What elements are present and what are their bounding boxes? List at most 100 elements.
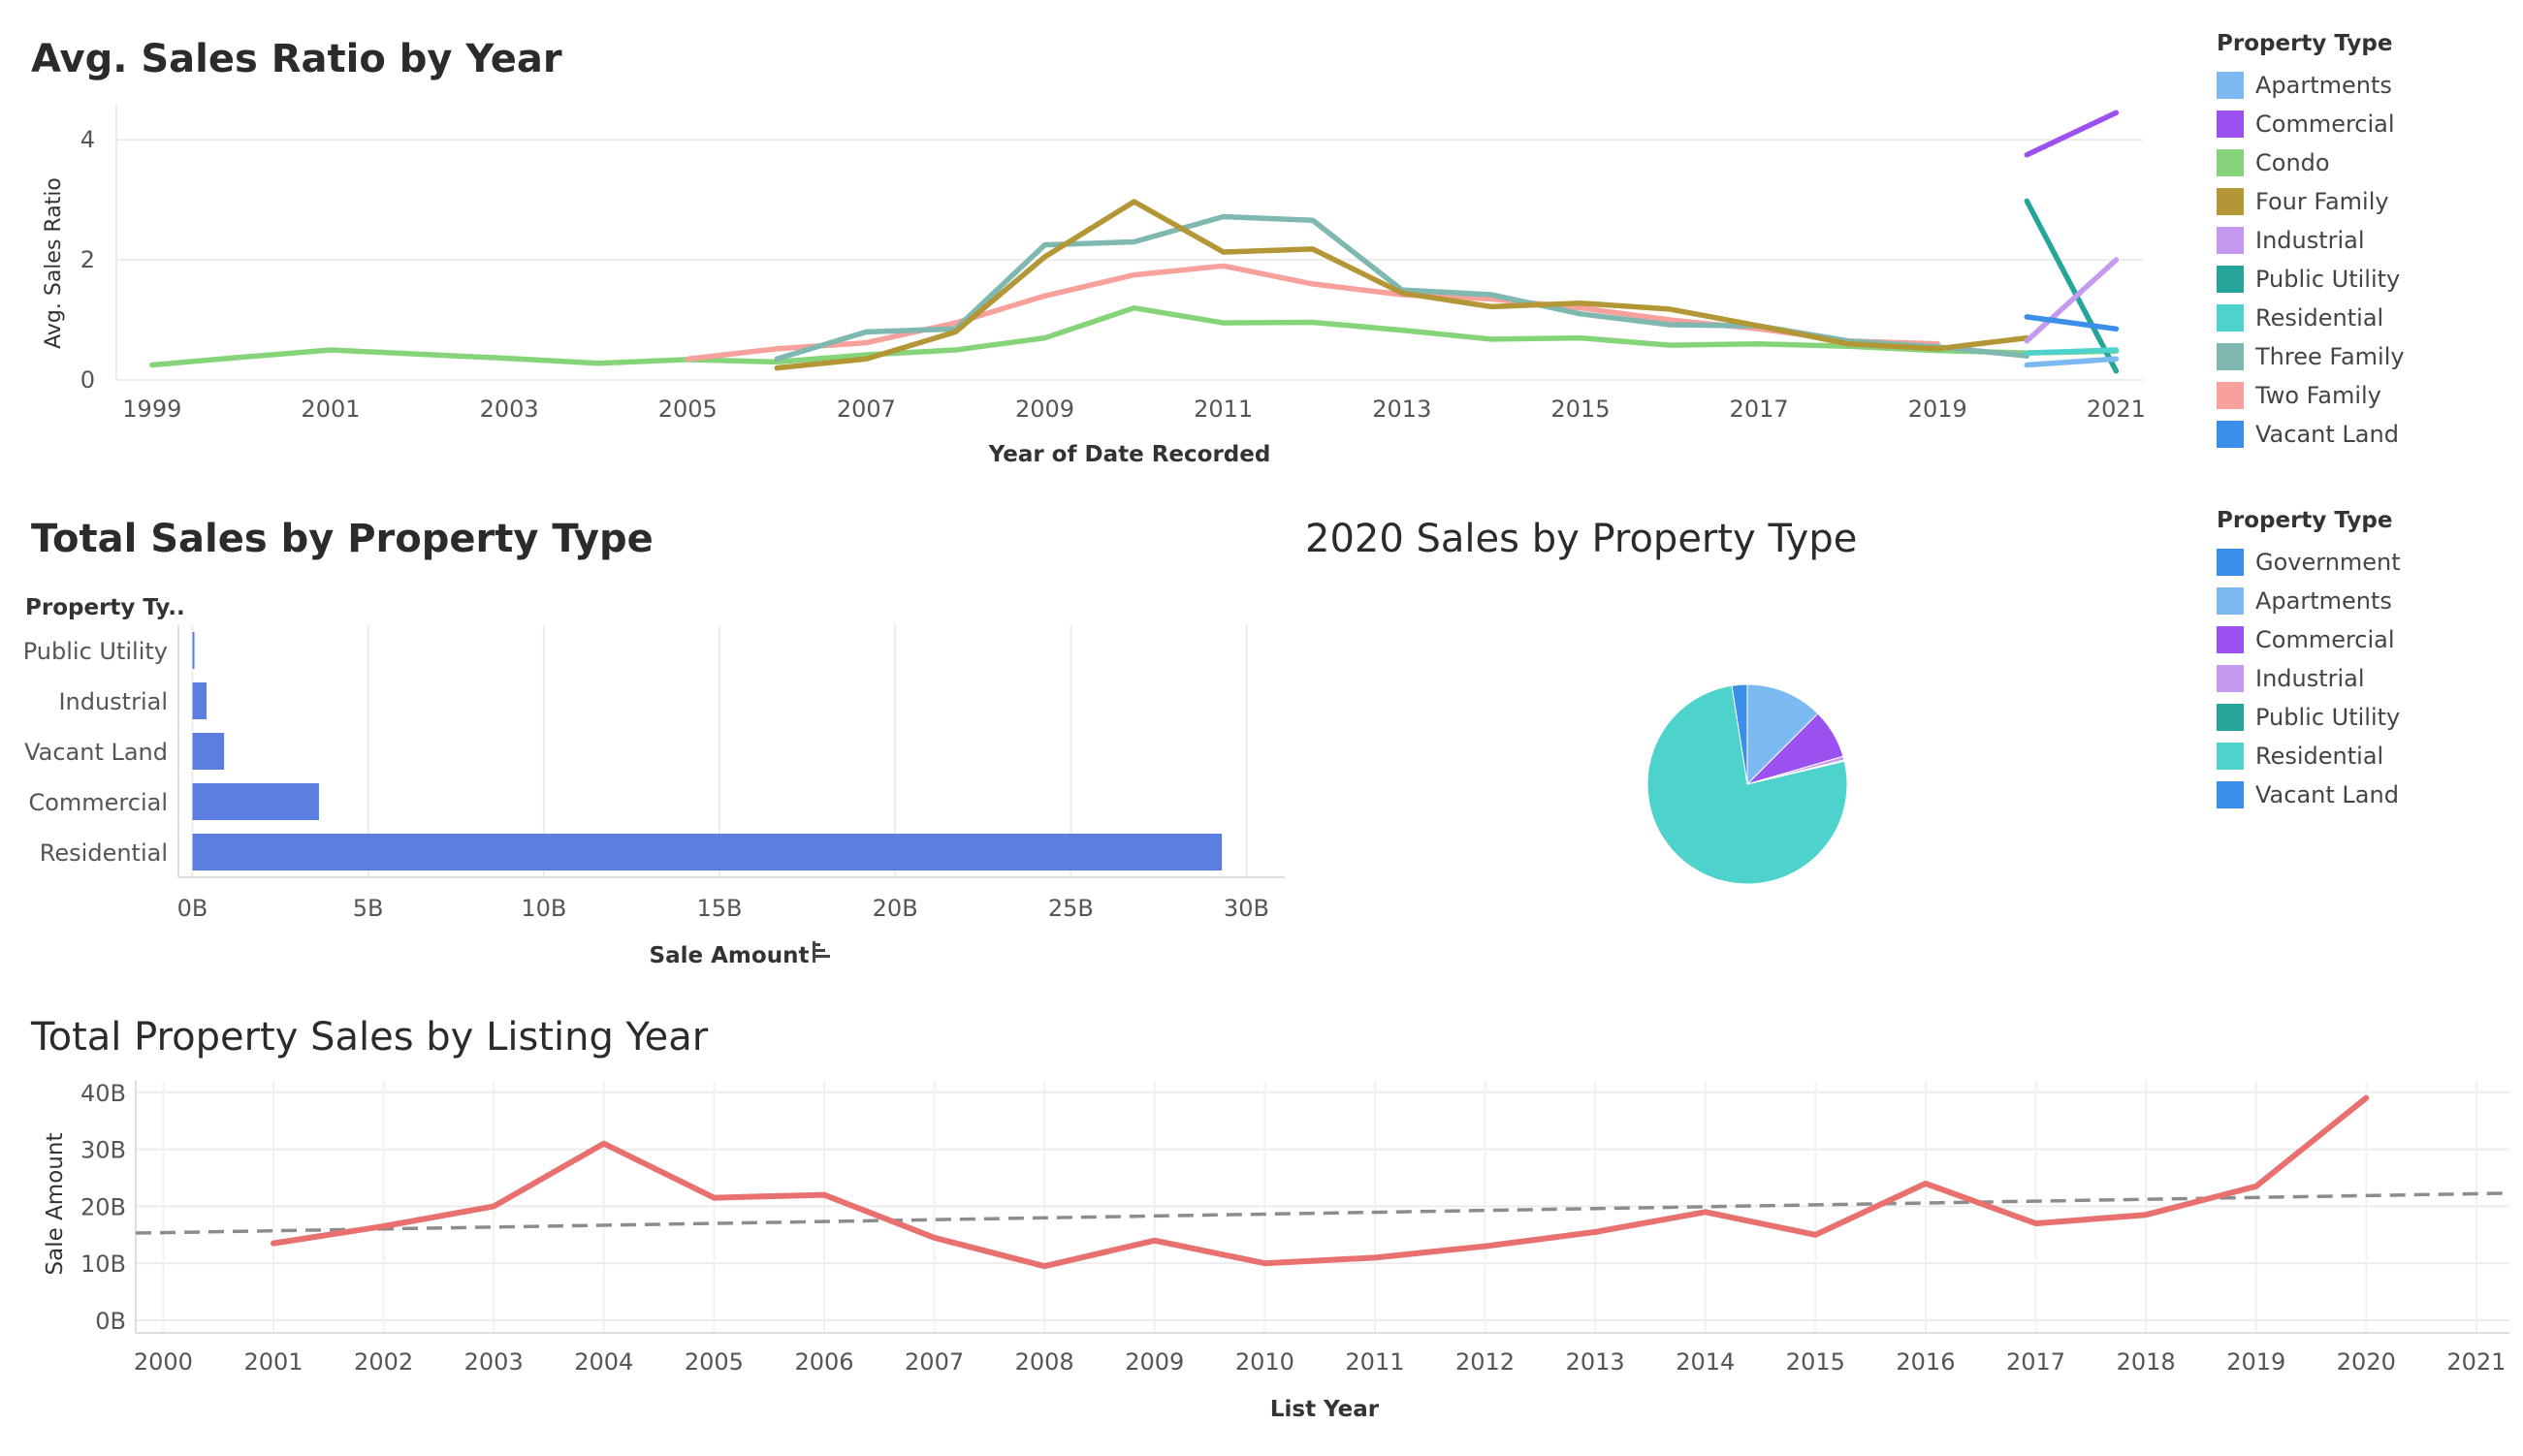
legend-item-apartments[interactable]: Apartments xyxy=(2217,582,2401,620)
x-axis-title: Sale Amount xyxy=(650,943,810,968)
legend-label: Public Utility xyxy=(2255,704,2401,731)
legend-item-apartments[interactable]: Apartments xyxy=(2217,66,2405,105)
legend-swatch xyxy=(2217,266,2244,293)
x-tick-label: 2013 xyxy=(1566,1348,1625,1376)
legend-item-industrial[interactable]: Industrial xyxy=(2217,221,2405,260)
sort-icon-bar xyxy=(813,943,820,946)
legend-label: Industrial xyxy=(2255,227,2365,254)
legend-item-commercial[interactable]: Commercial xyxy=(2217,620,2401,659)
x-tick-label: 2017 xyxy=(2006,1348,2065,1376)
legend-item-public-utility[interactable]: Public Utility xyxy=(2217,260,2405,299)
x-tick-label: 2017 xyxy=(1730,396,1789,423)
y-tick-label: 20B xyxy=(80,1193,126,1220)
x-tick-label: 1999 xyxy=(122,396,181,423)
legend-item-industrial[interactable]: Industrial xyxy=(2217,659,2401,698)
x-tick-label: 2015 xyxy=(1786,1348,1845,1376)
legend-swatch xyxy=(2217,587,2244,615)
series-line-sale-amount xyxy=(271,1094,2370,1270)
legend-item-public-utility[interactable]: Public Utility xyxy=(2217,698,2401,737)
legend-swatch xyxy=(2217,111,2244,138)
x-tick-label: 25B xyxy=(1048,895,1094,922)
legend-item-vacant-land[interactable]: Vacant Land xyxy=(2217,775,2401,814)
legend-label: Public Utility xyxy=(2255,266,2401,293)
legend-item-four-family[interactable]: Four Family xyxy=(2217,182,2405,221)
legend-title: Property Type xyxy=(2217,508,2393,533)
chart1-title: Avg. Sales Ratio by Year xyxy=(31,37,562,81)
legend-item-residential[interactable]: Residential xyxy=(2217,737,2401,775)
x-tick-label: 2003 xyxy=(464,1348,524,1376)
x-tick-label: 2013 xyxy=(1372,396,1431,423)
y-tick-label: 4 xyxy=(80,126,95,153)
legend-swatch xyxy=(2217,704,2244,731)
legend-item-commercial[interactable]: Commercial xyxy=(2217,105,2405,143)
x-tick-label: 2000 xyxy=(134,1348,193,1376)
sort-icon-bar xyxy=(813,955,830,958)
legend-swatch xyxy=(2217,304,2244,332)
x-tick-label: 2006 xyxy=(794,1348,853,1376)
x-tick-label: 2011 xyxy=(1194,396,1253,423)
x-tick-label: 2009 xyxy=(1125,1348,1184,1376)
bar-commercial xyxy=(192,783,319,820)
legend-item-three-family[interactable]: Three Family xyxy=(2217,337,2405,376)
x-tick-label: 20B xyxy=(873,895,918,922)
chart2-title: Total Sales by Property Type xyxy=(31,517,654,561)
series-line-commercial xyxy=(2024,110,2120,158)
legend-property-type-lines[interactable]: Property Type Apartments Commercial Condo F… xyxy=(2217,27,2405,454)
legend-swatch xyxy=(2217,421,2244,448)
x-tick-label: 2005 xyxy=(685,1348,744,1376)
legend-label: Apartments xyxy=(2255,587,2392,615)
category-header: Property Ty.. xyxy=(25,595,185,620)
legend-swatch xyxy=(2217,626,2244,653)
pie-slice-residential xyxy=(1646,684,1848,885)
category-label: Commercial xyxy=(28,789,168,816)
legend-swatch xyxy=(2217,781,2244,808)
series-line-four-family xyxy=(774,199,2030,371)
series-line-public-utility xyxy=(2024,198,2120,374)
legend-label: Three Family xyxy=(2255,343,2405,370)
y-tick-label: 10B xyxy=(80,1250,126,1278)
x-tick-label: 2019 xyxy=(1908,396,1967,423)
y-axis-title: Avg. Sales Ratio xyxy=(42,177,66,349)
series-line-apartments xyxy=(2024,356,2120,368)
legend-item-condo[interactable]: Condo xyxy=(2217,143,2405,182)
x-tick-label: 2021 xyxy=(2087,396,2146,423)
x-tick-label: 2015 xyxy=(1550,396,1610,423)
series-line-three-family xyxy=(774,213,2030,363)
legend-swatch xyxy=(2217,188,2244,215)
category-label: Residential xyxy=(40,839,168,867)
x-tick-label: 15B xyxy=(696,895,742,922)
listing-year-line-chart: 0B 10B 20B 30B 40B 2000 2001 2002 2003 2004 2005 20… xyxy=(43,1080,2510,1422)
legend-label: Industrial xyxy=(2255,665,2365,692)
legend-item-government[interactable]: Government xyxy=(2217,543,2401,582)
bar-industrial xyxy=(192,682,207,719)
x-tick-label: 2019 xyxy=(2226,1348,2285,1376)
bar-residential xyxy=(192,834,1223,870)
chart3-title: 2020 Sales by Property Type xyxy=(1305,517,1858,561)
x-tick-label: 2016 xyxy=(1896,1348,1955,1376)
series-line-condo xyxy=(149,304,2120,368)
x-tick-label: 2007 xyxy=(837,396,896,423)
legend-swatch xyxy=(2217,149,2244,176)
y-axis-title: Sale Amount xyxy=(43,1133,68,1276)
bar-vacant-land xyxy=(192,733,225,770)
legend-item-vacant-land[interactable]: Vacant Land xyxy=(2217,415,2405,454)
legend-item-residential[interactable]: Residential xyxy=(2217,299,2405,337)
legend-swatch xyxy=(2217,549,2244,576)
x-tick-label: 2009 xyxy=(1015,396,1074,423)
category-label: Vacant Land xyxy=(24,739,168,766)
legend-swatch xyxy=(2217,665,2244,692)
bar-public-utility xyxy=(192,632,195,669)
sort-icon-bar xyxy=(813,949,825,952)
category-label: Industrial xyxy=(58,688,168,715)
legend-swatch xyxy=(2217,72,2244,99)
legend-property-type-pie[interactable]: Property Type Government Apartments Commer… xyxy=(2217,504,2401,814)
x-tick-label: 2010 xyxy=(1235,1348,1294,1376)
x-tick-label: 30B xyxy=(1224,895,1269,922)
x-tick-label: 2005 xyxy=(658,396,718,423)
pie-slice-apartments xyxy=(1746,683,1819,786)
series-line-residential xyxy=(2024,347,2120,356)
legend-item-two-family[interactable]: Two Family xyxy=(2217,376,2405,415)
legend-label: Four Family xyxy=(2255,188,2389,215)
y-tick-label: 0 xyxy=(80,366,95,394)
